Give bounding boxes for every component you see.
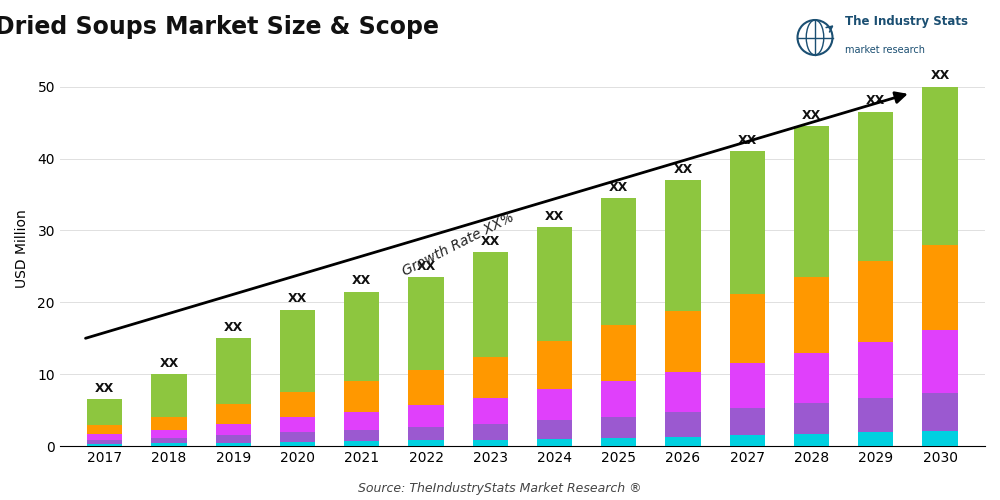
Y-axis label: USD Million: USD Million xyxy=(15,209,29,288)
Bar xyxy=(858,112,893,262)
Bar xyxy=(216,338,251,404)
Bar xyxy=(473,357,508,398)
Text: XX: XX xyxy=(738,134,757,147)
Text: XX: XX xyxy=(416,260,436,273)
Bar xyxy=(87,400,122,424)
Text: market research: market research xyxy=(845,45,925,55)
Bar xyxy=(537,439,572,446)
Bar xyxy=(730,294,765,362)
Text: The Industry Stats: The Industry Stats xyxy=(845,15,968,28)
Bar xyxy=(280,432,315,442)
Text: Source: TheIndustryStats Market Research ®: Source: TheIndustryStats Market Research… xyxy=(358,482,642,495)
Bar xyxy=(537,227,572,341)
Bar xyxy=(665,311,701,372)
Bar xyxy=(408,426,444,440)
Text: XX: XX xyxy=(673,163,693,176)
Bar xyxy=(794,126,829,277)
Bar xyxy=(794,352,829,403)
Text: Dried Soups Market Size & Scope: Dried Soups Market Size & Scope xyxy=(0,15,439,39)
Bar xyxy=(151,430,187,438)
Bar xyxy=(280,418,315,432)
Bar xyxy=(665,180,701,311)
Text: XX: XX xyxy=(224,321,243,334)
Bar xyxy=(408,440,444,446)
Bar xyxy=(730,362,765,408)
Bar xyxy=(922,86,958,245)
Text: XX: XX xyxy=(288,292,307,305)
Bar xyxy=(730,152,765,294)
Bar xyxy=(408,370,444,405)
Bar xyxy=(473,398,508,424)
Bar xyxy=(344,430,379,441)
Bar xyxy=(216,436,251,442)
Bar xyxy=(216,442,251,446)
Text: XX: XX xyxy=(545,210,564,222)
Bar xyxy=(730,408,765,436)
Bar xyxy=(601,416,636,438)
Bar xyxy=(344,441,379,446)
Bar xyxy=(87,440,122,444)
Bar xyxy=(730,436,765,446)
Bar xyxy=(922,245,958,330)
Bar xyxy=(601,326,636,380)
Bar xyxy=(473,440,508,446)
Bar xyxy=(794,403,829,434)
Bar xyxy=(344,382,379,412)
Bar xyxy=(280,310,315,392)
Bar xyxy=(922,330,958,393)
Bar xyxy=(794,277,829,352)
Bar xyxy=(858,262,893,342)
Bar xyxy=(794,434,829,446)
Bar xyxy=(601,198,636,326)
Bar xyxy=(922,393,958,431)
Text: XX: XX xyxy=(930,70,950,82)
Bar xyxy=(408,405,444,426)
Bar xyxy=(87,444,122,446)
Text: XX: XX xyxy=(866,94,885,108)
Bar xyxy=(87,434,122,440)
Bar xyxy=(601,438,636,446)
Bar xyxy=(473,424,508,440)
Bar xyxy=(601,380,636,416)
Bar xyxy=(151,438,187,444)
Bar xyxy=(216,404,251,424)
Bar xyxy=(473,252,508,357)
Text: XX: XX xyxy=(802,109,821,122)
Bar xyxy=(665,437,701,446)
Bar xyxy=(665,412,701,437)
Bar xyxy=(87,424,122,434)
Bar xyxy=(151,374,187,418)
Bar xyxy=(151,444,187,446)
Bar xyxy=(216,424,251,436)
Text: XX: XX xyxy=(95,382,114,395)
Bar xyxy=(280,392,315,417)
Bar xyxy=(537,420,572,439)
Bar xyxy=(408,277,444,370)
Bar xyxy=(665,372,701,412)
Bar xyxy=(280,442,315,446)
Text: XX: XX xyxy=(352,274,371,287)
Bar xyxy=(922,431,958,446)
Bar xyxy=(344,292,379,382)
Bar xyxy=(537,341,572,390)
Bar xyxy=(858,398,893,432)
Text: XX: XX xyxy=(481,234,500,248)
Text: XX: XX xyxy=(159,357,179,370)
Bar xyxy=(151,418,187,430)
Bar xyxy=(858,342,893,398)
Text: XX: XX xyxy=(609,181,628,194)
Bar xyxy=(537,390,572,420)
Bar xyxy=(344,412,379,430)
Bar xyxy=(858,432,893,446)
Text: Growth Rate XX%: Growth Rate XX% xyxy=(400,210,516,279)
